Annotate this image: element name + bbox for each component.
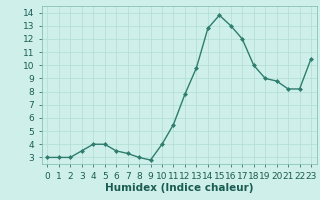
X-axis label: Humidex (Indice chaleur): Humidex (Indice chaleur): [105, 183, 253, 193]
